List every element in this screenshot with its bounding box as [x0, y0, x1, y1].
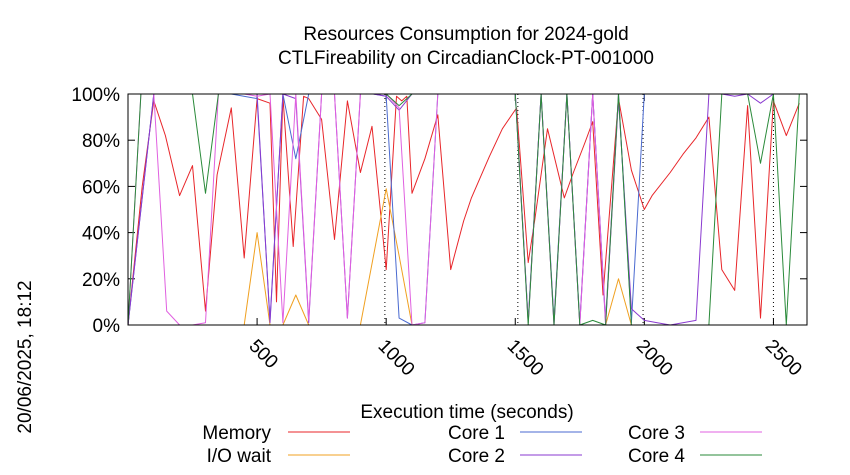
- y-tick-label-2: 40%: [82, 224, 120, 245]
- x-axis-label: Execution time (seconds): [360, 402, 573, 423]
- x-tick-label-4: 2500: [761, 336, 806, 381]
- chart-title: Resources Consumption for 2024-gold: [303, 24, 628, 45]
- plot-frame: [127, 93, 808, 326]
- y-tick-label-3: 60%: [82, 177, 120, 198]
- legend-label-core-4: Core 4: [628, 446, 685, 467]
- x-tick-label-0: 500: [245, 336, 282, 373]
- legend-label-memory: Memory: [202, 423, 271, 444]
- x-axis: 500 1000 1500 2000 2500: [245, 94, 806, 380]
- x-tick-label-3: 2000: [632, 336, 677, 381]
- legend-label-i-o-wait: I/O wait: [207, 446, 272, 467]
- series-line-core-2: [127, 93, 800, 326]
- chart-subtitle: CTLFireability on CircadianClock-PT-0010…: [278, 48, 654, 69]
- timestamp-label: 20/06/2025, 18:12: [15, 280, 36, 433]
- y-axis: 0% 20% 40% 60% 80% 100%: [71, 85, 807, 337]
- series-line-core-3: [127, 93, 800, 326]
- legend-label-core-2: Core 2: [448, 446, 505, 467]
- series-line-core-4: [127, 93, 800, 326]
- series-line-memory: [127, 95, 800, 326]
- legend-label-core-3: Core 3: [628, 423, 685, 444]
- y-tick-label-5: 100%: [71, 85, 120, 106]
- y-tick-label-1: 20%: [82, 270, 120, 291]
- vertical-markers: [384, 94, 774, 325]
- series-lines: [127, 93, 800, 326]
- y-tick-label-4: 80%: [82, 131, 120, 152]
- series-line-core-1: [127, 93, 800, 326]
- x-tick-label-2: 1500: [503, 336, 548, 381]
- x-tick-label-1: 1000: [374, 336, 419, 381]
- legend-label-core-1: Core 1: [448, 423, 505, 444]
- series-line-i-o-wait: [128, 188, 800, 326]
- y-tick-label-0: 0%: [93, 316, 121, 337]
